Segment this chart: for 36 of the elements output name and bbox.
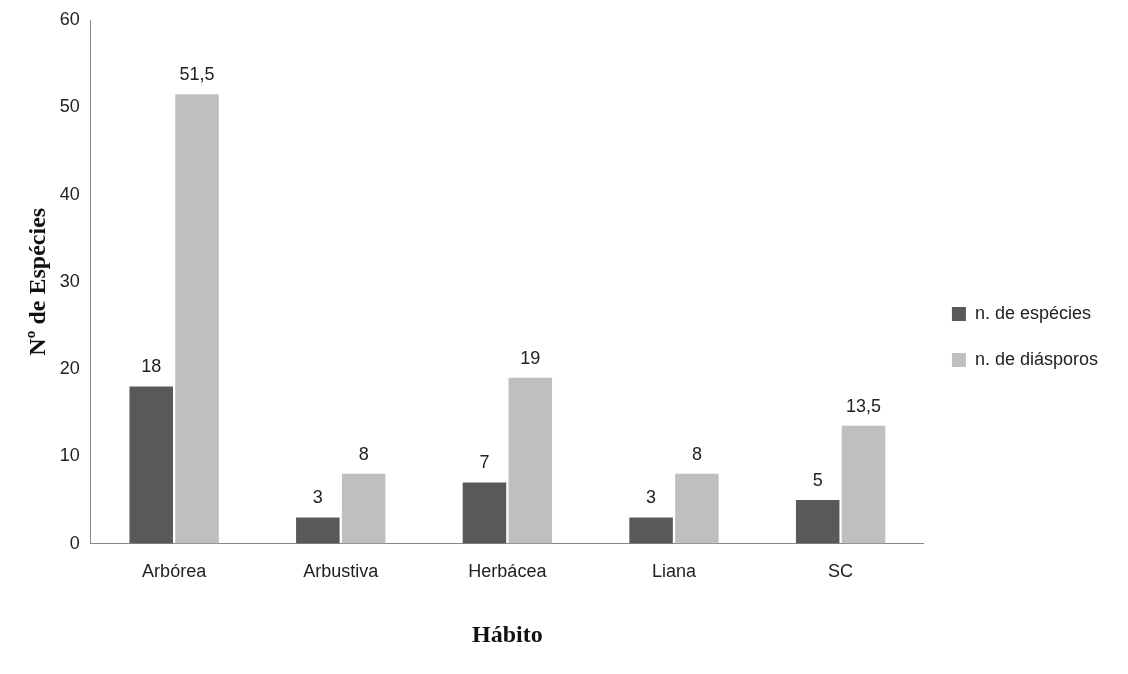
x-tick-label: Arbustiva [303, 561, 380, 582]
y-axis-title: Nº de Espécies [23, 207, 50, 356]
bar [341, 473, 386, 544]
y-tick-label: 50 [59, 96, 80, 117]
data-label: 7 [479, 452, 490, 473]
data-label: 19 [520, 347, 541, 368]
bar [129, 386, 173, 544]
data-label: 51,5 [179, 64, 215, 85]
data-label: 13,5 [846, 395, 882, 416]
data-label: 3 [312, 487, 323, 508]
y-tick-label: 40 [59, 183, 80, 204]
bar [675, 473, 719, 544]
bar [462, 482, 507, 544]
data-label: 5 [812, 469, 823, 490]
x-tick-label: Liana [651, 561, 697, 582]
y-tick-label: 0 [69, 532, 80, 553]
data-label: 8 [358, 443, 369, 464]
bar [629, 517, 673, 544]
bar [795, 499, 840, 544]
y-tick-label: 20 [59, 358, 80, 379]
data-label: 3 [646, 487, 657, 508]
x-tick-label: SC [828, 561, 854, 582]
y-tick-label: 10 [59, 445, 80, 466]
x-tick-label: Arbórea [142, 561, 208, 582]
y-tick-label: 60 [59, 8, 80, 29]
x-axis-title: Hábito [472, 620, 543, 647]
bar [175, 94, 219, 544]
x-tick-label: Herbácea [468, 561, 548, 582]
bar [508, 377, 553, 544]
legend-label: n. de espécies [974, 302, 1091, 323]
bar [841, 425, 886, 544]
legend-label: n. de diásporos [974, 348, 1099, 369]
data-label: 8 [691, 443, 702, 464]
y-tick-label: 30 [59, 270, 80, 291]
data-label: 18 [141, 356, 162, 377]
bar [296, 517, 340, 544]
